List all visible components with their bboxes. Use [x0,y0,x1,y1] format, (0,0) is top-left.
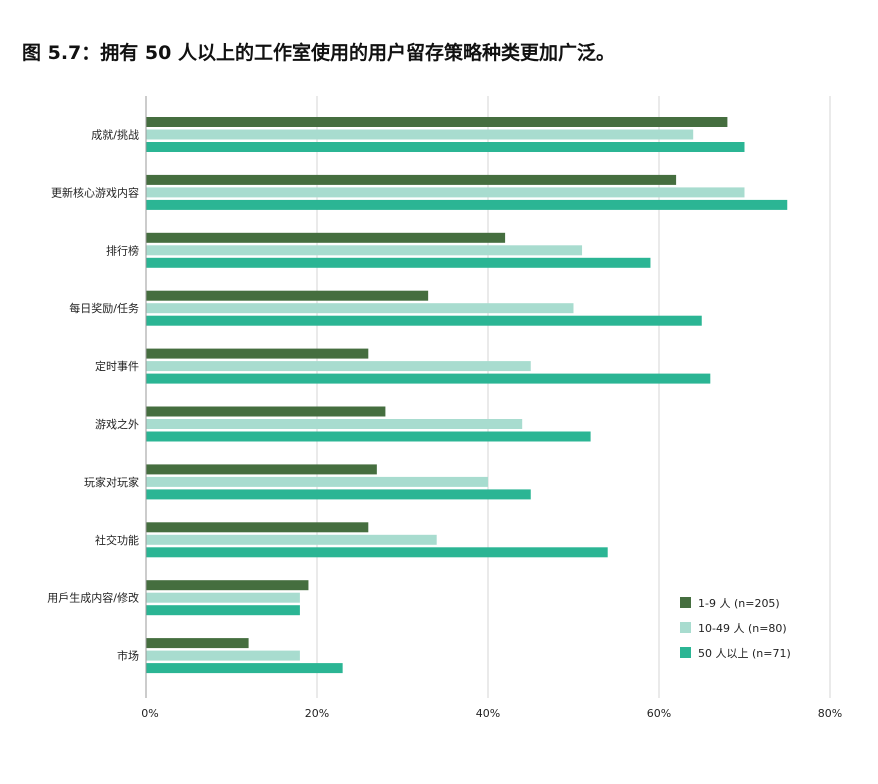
legend-swatch-1-9 [680,597,691,608]
bar [146,245,583,256]
category-label: 定时事件 [95,359,139,373]
x-tick-label: 80% [818,707,842,720]
bar [146,199,788,210]
bar [146,489,531,500]
legend-swatch-50-plus [680,647,691,658]
legend-item-10-49: 10-49 人 (n=80) [680,615,791,640]
bar [146,174,677,185]
bar [146,638,249,649]
category-label: 社交功能 [95,533,139,547]
bar [146,419,523,429]
bar [146,315,702,326]
bar [146,290,429,301]
bar [146,348,369,359]
x-tick-label: 20% [305,707,329,720]
bar [146,547,608,558]
bar [146,142,745,152]
x-tick-label: 40% [476,707,500,720]
legend-label-1-9: 1-9 人 (n=205) [698,596,780,610]
bar [146,522,369,533]
x-tick-label: 0% [141,707,158,720]
bar [146,464,377,475]
legend: 1-9 人 (n=205) 10-49 人 (n=80) 50 人以上 (n=7… [680,590,791,665]
category-label: 市场 [117,649,139,663]
category-label: 玩家对玩家 [84,475,139,489]
category-label: 游戏之外 [95,417,139,431]
category-label: 排行榜 [106,243,139,257]
category-label: 成就/挑战 [91,128,139,142]
legend-item-1-9: 1-9 人 (n=205) [680,590,791,615]
bar [146,476,488,487]
bar [146,406,386,417]
category-label: 更新核心游戏内容 [51,185,139,199]
bar [146,605,300,616]
category-label: 每日奖励/任务 [69,301,139,315]
bar [146,187,745,198]
bar [146,663,343,674]
bar [146,232,506,243]
bar [146,431,591,442]
bar [146,650,300,661]
legend-label-10-49: 10-49 人 (n=80) [698,621,787,635]
bar [146,257,651,268]
bar [146,534,437,545]
bar [146,303,574,314]
bar [146,361,531,372]
x-tick-label: 60% [647,707,671,720]
bar [146,373,711,384]
bar [146,580,309,591]
bar [146,592,300,603]
category-label: 用戶生成内容/修改 [47,591,139,605]
bar [146,129,694,140]
legend-label-50-plus: 50 人以上 (n=71) [698,646,791,660]
legend-item-50-plus: 50 人以上 (n=71) [680,640,791,665]
bar [146,117,728,127]
legend-swatch-10-49 [680,622,691,633]
chart-title: 图 5.7：拥有 50 人以上的工作室使用的用户留存策略种类更加广泛。 [22,42,615,64]
